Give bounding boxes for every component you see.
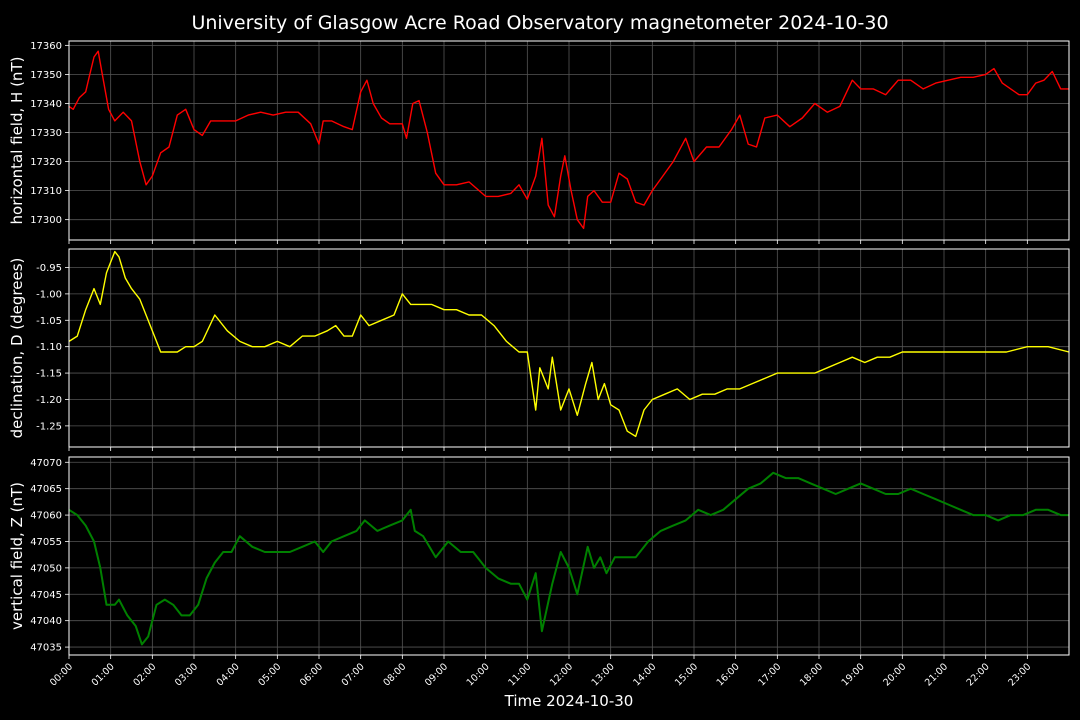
panel-frame xyxy=(68,456,1070,656)
y-tick-label: 47045 xyxy=(30,590,62,601)
series-line xyxy=(68,471,1069,646)
y-tick-label: 47050 xyxy=(30,563,62,574)
y-tick-label: -0.95 xyxy=(36,263,62,274)
y-axis-label: vertical field, Z (nT) xyxy=(8,482,26,630)
y-tick-label: 17330 xyxy=(30,128,62,139)
panel-3: 47035 47040 47045 47050 47055 47060 47065 47070… xyxy=(8,456,1070,659)
y-tick-label: 47060 xyxy=(30,511,62,522)
y-tick-label: 17320 xyxy=(30,157,62,168)
chart-panels: 17300 17310 17320 17330 17340 17350 17360 horiz… xyxy=(8,40,1070,688)
y-tick-label: 47035 xyxy=(30,643,62,654)
y-tick-label: 47065 xyxy=(30,484,62,495)
y-axis-label: declination, D (degrees) xyxy=(8,258,26,439)
y-tick-label: -1.15 xyxy=(36,369,62,380)
panel-2: -1.25 -1.20 -1.15 -1.10 -1.05 -1.00 -0.95 decli… xyxy=(8,248,1070,451)
y-tick-label: 47040 xyxy=(30,616,62,627)
x-axis-label: Time 2024-10-30 xyxy=(504,692,634,710)
y-tick-label: 17300 xyxy=(30,215,62,226)
y-tick-label: -1.25 xyxy=(36,421,62,432)
series-line xyxy=(68,250,1070,438)
y-tick-label: -1.10 xyxy=(36,342,62,353)
y-tick-label: 47055 xyxy=(30,537,62,548)
panel-1: 17300 17310 17320 17330 17340 17350 17360 horiz… xyxy=(8,40,1070,244)
y-tick-label: 17310 xyxy=(30,186,62,197)
y-tick-label: 17340 xyxy=(30,99,62,110)
series-line xyxy=(68,50,1069,230)
y-tick-label: -1.05 xyxy=(36,316,62,327)
y-axis-label: horizontal field, H (nT) xyxy=(8,57,26,225)
panel-frame xyxy=(68,248,1070,448)
panel-frame xyxy=(68,40,1070,241)
y-tick-label: 17350 xyxy=(30,70,62,81)
y-tick-label: -1.20 xyxy=(36,395,62,406)
y-tick-label: -1.00 xyxy=(36,289,62,300)
y-tick-label: 17360 xyxy=(30,41,62,52)
chart-title: University of Glasgow Acre Road Observat… xyxy=(191,12,888,34)
y-tick-label: 47070 xyxy=(30,458,62,469)
